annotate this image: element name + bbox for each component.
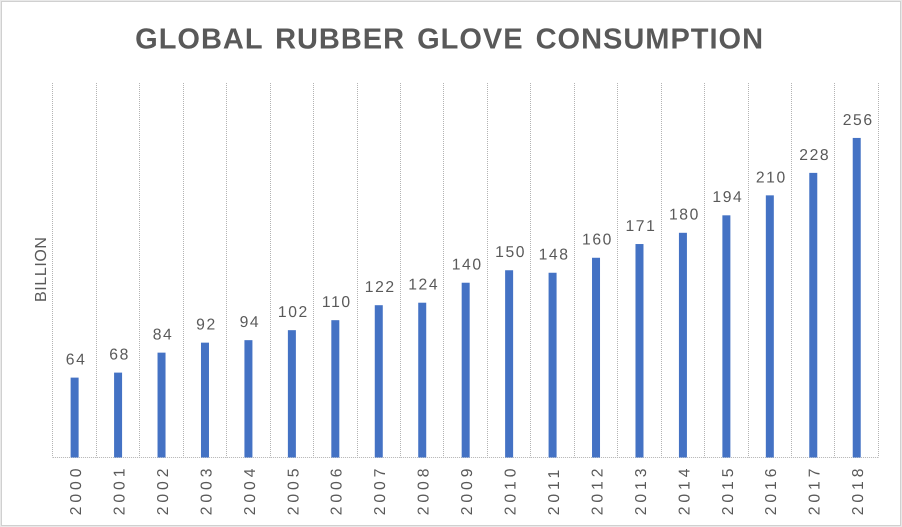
svg-text:228: 228 bbox=[799, 147, 830, 164]
svg-text:160: 160 bbox=[582, 232, 613, 249]
svg-text:2004: 2004 bbox=[242, 465, 259, 516]
svg-text:2013: 2013 bbox=[633, 465, 650, 516]
svg-text:122: 122 bbox=[365, 279, 396, 296]
svg-text:2016: 2016 bbox=[763, 465, 780, 516]
svg-text:2006: 2006 bbox=[329, 465, 346, 516]
svg-text:2001: 2001 bbox=[111, 465, 128, 516]
svg-text:102: 102 bbox=[278, 304, 309, 321]
svg-text:2010: 2010 bbox=[503, 465, 520, 516]
svg-text:2007: 2007 bbox=[372, 465, 389, 516]
svg-text:2014: 2014 bbox=[676, 465, 693, 516]
svg-text:92: 92 bbox=[196, 317, 217, 334]
svg-text:110: 110 bbox=[322, 294, 352, 311]
svg-text:GLOBAL RUBBER GLOVE CONSUMPTIO: GLOBAL RUBBER GLOVE CONSUMPTION bbox=[135, 23, 764, 55]
svg-text:150: 150 bbox=[495, 244, 526, 261]
svg-text:171: 171 bbox=[625, 218, 656, 235]
svg-text:2009: 2009 bbox=[459, 465, 476, 516]
svg-text:2002: 2002 bbox=[155, 465, 172, 516]
svg-text:124: 124 bbox=[408, 277, 439, 294]
svg-text:194: 194 bbox=[712, 189, 743, 206]
svg-text:64: 64 bbox=[66, 352, 87, 369]
svg-text:BILLION: BILLION bbox=[33, 236, 50, 302]
svg-text:2003: 2003 bbox=[198, 465, 215, 516]
svg-text:94: 94 bbox=[240, 314, 261, 331]
svg-text:2017: 2017 bbox=[807, 465, 824, 516]
svg-text:210: 210 bbox=[756, 169, 787, 186]
svg-text:2018: 2018 bbox=[850, 465, 867, 516]
svg-text:2008: 2008 bbox=[416, 465, 433, 516]
svg-text:2015: 2015 bbox=[720, 465, 737, 516]
svg-text:2000: 2000 bbox=[68, 465, 85, 516]
svg-text:180: 180 bbox=[669, 207, 700, 224]
svg-text:148: 148 bbox=[539, 247, 570, 264]
svg-text:2012: 2012 bbox=[589, 465, 606, 516]
svg-text:256: 256 bbox=[843, 112, 874, 129]
svg-text:84: 84 bbox=[153, 327, 174, 344]
svg-text:68: 68 bbox=[109, 347, 130, 364]
svg-text:2011: 2011 bbox=[546, 466, 563, 516]
svg-text:2005: 2005 bbox=[285, 465, 302, 516]
svg-text:140: 140 bbox=[452, 257, 483, 274]
